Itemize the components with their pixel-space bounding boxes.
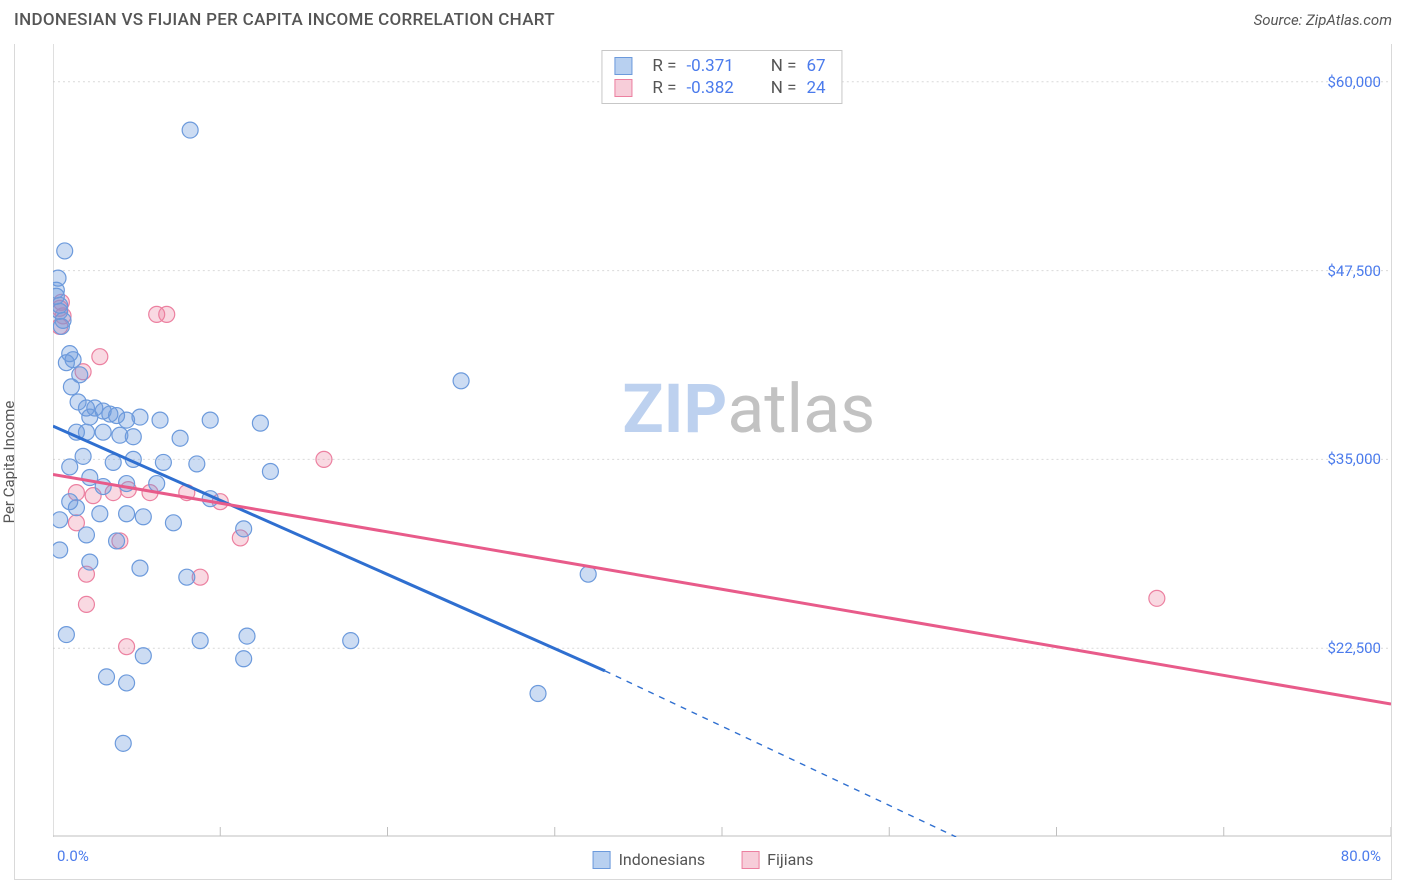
swatch-icon	[614, 57, 632, 75]
x-max-label: 80.0%	[1341, 847, 1381, 865]
legend-item: Indonesians	[593, 850, 706, 869]
plot-area: ZIPatlas R =-0.371N =67R =-0.382N =24 $2…	[53, 44, 1391, 837]
legend: Indonesians Fijians	[593, 850, 814, 869]
plot-svg	[53, 44, 1391, 837]
y-tick-label: $60,000	[1327, 73, 1381, 91]
y-tick-label: $35,000	[1327, 450, 1381, 468]
chart-container: Per Capita Income ZIPatlas R =-0.371N =6…	[14, 44, 1392, 880]
chart-source: Source: ZipAtlas.com	[1254, 11, 1392, 29]
swatch-icon	[741, 851, 759, 869]
swatch-icon	[593, 851, 611, 869]
legend-item: Fijians	[741, 850, 813, 869]
x-min-label: 0.0%	[57, 847, 89, 865]
y-axis-label: Per Capita Income	[0, 400, 18, 523]
swatch-icon	[614, 79, 632, 97]
stats-box: R =-0.371N =67R =-0.382N =24	[601, 50, 842, 104]
y-tick-label: $22,500	[1327, 639, 1381, 657]
y-tick-label: $47,500	[1327, 262, 1381, 280]
chart-title: INDONESIAN VS FIJIAN PER CAPITA INCOME C…	[14, 10, 555, 30]
